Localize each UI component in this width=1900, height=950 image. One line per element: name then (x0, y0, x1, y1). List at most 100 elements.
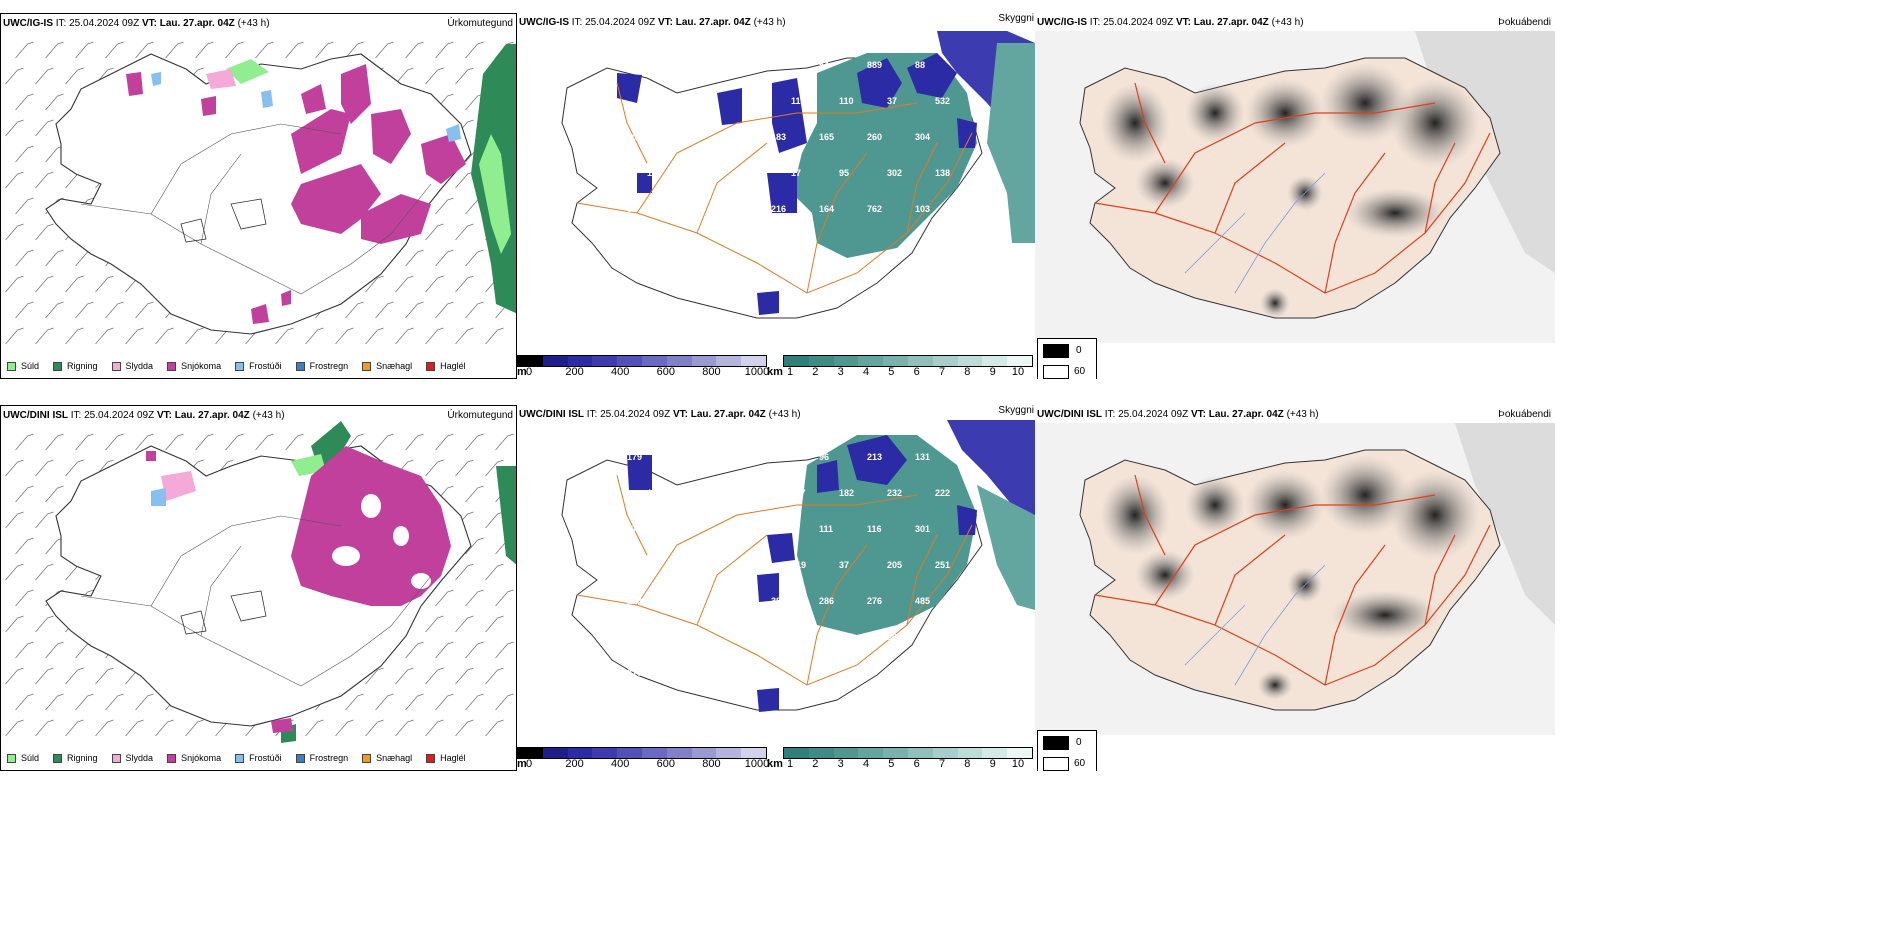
wind-barb (15, 145, 34, 163)
colorbar-tick-label: 1 (786, 366, 794, 378)
colorbar-cell (883, 748, 908, 758)
visibility-value-label: 81 (627, 204, 637, 214)
wind-barb (435, 693, 454, 711)
iceland-map (5, 421, 516, 743)
panel-header: UWC/DINI ISL IT: 25.04.2024 09Z VT: Lau.… (3, 410, 285, 421)
legend-swatch (53, 361, 63, 371)
wind-barb (95, 275, 114, 293)
wind-barb (35, 615, 54, 633)
wind-barb (435, 589, 454, 607)
wind-barb (5, 223, 24, 241)
visibility-value-label: 102 (627, 132, 642, 142)
colorbar-tick-label: 0 (525, 758, 533, 770)
wind-barb (485, 615, 504, 633)
visibility-value-label: 95 (743, 96, 753, 106)
wind-barb (45, 93, 64, 111)
legend-item: Slydda (111, 753, 153, 763)
colorbar-tick-label: 1000 (744, 758, 770, 770)
visibility-unit: km (767, 366, 783, 378)
sleet-west (161, 471, 196, 501)
visibility-value-label: 157 (771, 452, 786, 462)
panel-header: UWC/DINI ISL IT: 25.04.2024 09Z VT: Lau.… (1037, 409, 1319, 420)
wind-barb (75, 41, 94, 59)
visibility-value-label: 38 (723, 132, 733, 142)
wind-barb (15, 93, 34, 111)
visibility-value-label: 127 (647, 488, 662, 498)
wind-barb (5, 67, 24, 85)
legend-label: Rigning (67, 361, 98, 371)
wind-barb (45, 433, 64, 451)
wind-barb (335, 719, 354, 737)
wind-barb (15, 589, 34, 607)
visibility-value-label: 222 (935, 488, 950, 498)
wind-barb (485, 459, 504, 477)
fog-legend-low-label: 60 (1074, 758, 1086, 769)
visibility-value-label: 131 (915, 452, 930, 462)
visibility-value-label: 116 (791, 96, 806, 106)
precip-legend: Súld Rigning Slydda Snjókoma Frostúði Frostre… (7, 361, 480, 371)
wind-barb (35, 719, 54, 737)
wind-barb (375, 41, 394, 59)
wind-barb (15, 485, 34, 503)
visibility-value-label: 108 (627, 60, 642, 70)
wind-barb (255, 433, 274, 451)
colorbar-tick-label: 1 (786, 758, 794, 770)
drizzle-area (479, 134, 511, 254)
fog-legend-low-swatch (1043, 757, 1069, 771)
visibility-panel-bottom: UWC/DINI ISL IT: 25.04.2024 09Z VT: Lau.… (517, 405, 1035, 771)
colorbar-cell (858, 748, 884, 758)
wind-barb (405, 301, 424, 319)
panel-title: Úrkomutegund (447, 18, 513, 29)
colorbar-cell (592, 356, 618, 366)
legend-item: Snjókoma (167, 753, 221, 763)
wind-barb (105, 41, 124, 59)
colorbar-cell (542, 748, 568, 758)
visibility-value-label: 37 (887, 96, 897, 106)
wind-barb (455, 171, 474, 189)
colorbar-cell (542, 356, 568, 366)
legend-label: Súld (21, 361, 40, 371)
ceiling-colorbar (517, 355, 767, 367)
wind-barb (5, 667, 24, 685)
legend-item: Frostregn (295, 361, 348, 371)
panel-title: Þokuábendi (1498, 409, 1551, 420)
precip-type-panel-top: UWC/IG-IS IT: 25.04.2024 09Z VT: Lau. 27… (0, 13, 517, 379)
wind-barb (345, 693, 364, 711)
colorbar-cell (784, 748, 809, 758)
legend-label: Frostúði (249, 361, 282, 371)
ceiling-unit: m (517, 366, 527, 378)
wind-barb (15, 537, 34, 555)
colorbar-tick-label: 10 (1011, 758, 1025, 770)
wind-barb (305, 719, 324, 737)
legend-label: Frostregn (309, 753, 349, 763)
snow-areas (126, 64, 466, 324)
wind-barb (465, 249, 484, 267)
roads (1094, 474, 1491, 686)
colorbar-tick-label: 3 (837, 366, 844, 378)
legend-label: Slydda (125, 361, 154, 371)
wind-barb (195, 41, 214, 59)
wind-barb (75, 693, 94, 711)
visibility-value-label: 219 (791, 560, 806, 570)
visibility-value-label: 257 (695, 560, 710, 570)
wind-barb (485, 511, 504, 529)
legend-swatch (111, 361, 121, 371)
legend-label: Snæhagl (376, 753, 413, 763)
visibility-value-label: 110 (839, 96, 854, 106)
colorbar-cell (784, 356, 809, 366)
colorbar-tick-label: 200 (565, 758, 584, 770)
colorbar-tick-label: 4 (862, 758, 870, 770)
wind-barb (155, 719, 174, 737)
legend-item: Súld (7, 361, 39, 371)
wind-barb (65, 67, 84, 85)
legend-swatch (53, 753, 63, 763)
wind-barb (455, 327, 474, 345)
visibility-value-label: 118 (675, 452, 690, 462)
wind-barb (395, 719, 414, 737)
colorbar-tick-label: 10 (1011, 366, 1025, 378)
colorbar-tick-label: 6 (913, 366, 920, 378)
roads (1094, 82, 1491, 294)
wind-barb (375, 433, 394, 451)
wind-barb (35, 511, 54, 529)
visibility-value-label: 116 (867, 524, 882, 534)
